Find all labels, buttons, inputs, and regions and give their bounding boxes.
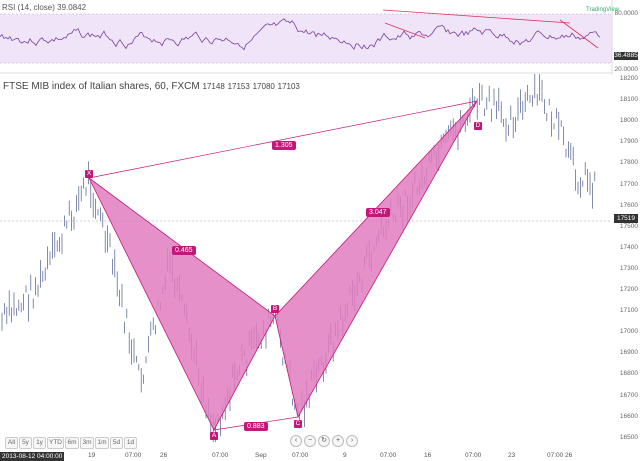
rsi-arrow-1 [384,22,426,39]
main-title: FTSE MIB index of Italian shares, 60, FX… [3,81,300,92]
ohlc-close: 17103 [277,82,300,91]
zoom-in-button[interactable]: + [332,435,344,447]
scroll-left-button[interactable]: ‹ [290,435,302,447]
current-date-badge: 2013-08-12 04:00:00 [0,452,65,461]
rsi-arrow-2 [559,19,599,49]
zoom-out-button[interactable]: − [304,435,316,447]
date-tick-label: Sep [255,452,267,459]
price-tick-label: 16500 [619,433,638,441]
date-tick-label: 07:00 [380,452,397,459]
price-tick-label: 17300 [619,264,638,272]
price-tick-label: 17700 [619,180,638,188]
rsi-value: 39.0842 [57,3,87,12]
price-tick-label: 18200 [619,75,638,82]
date-tick-label: 26 [160,452,168,459]
zoom-button-5d[interactable]: 5d [110,437,123,449]
point-b-label: B [271,305,279,313]
tradingview-logo: TradingView [586,7,620,13]
scroll-right-button[interactable]: › [346,435,358,447]
date-tick-label: 26 [565,452,573,459]
zoom-button-1y[interactable]: 1y [33,437,46,449]
price-tick-label: 16600 [619,412,638,420]
zoom-button-5y[interactable]: 5y [19,437,32,449]
date-tick-label: 07:00 [547,452,564,459]
rsi-panel [0,0,613,75]
rsi-trend-line [382,9,571,24]
rsi-line [0,18,601,51]
zoom-button-1d[interactable]: 1d [124,437,137,449]
pattern-triangle-xab [88,177,276,431]
zoom-button-ytd[interactable]: YTD [47,437,64,449]
zoom-button-3m[interactable]: 3m [80,437,94,449]
price-tick-label: 16900 [619,349,638,357]
date-tick-label: 07:00 [465,452,482,459]
zoom-button-1m[interactable]: 1m [95,437,109,449]
price-tick-label: 18100 [619,96,638,104]
date-tick-label: 23 [508,452,516,459]
zoom-button-all[interactable]: All [5,437,18,449]
zoom-button-6m[interactable]: 6m [65,437,79,449]
ohlc-high: 17153 [227,82,250,91]
rsi-title: RSI (14, close) 39.0842 [2,3,87,12]
xd-line [88,100,478,179]
rsi-band [0,14,612,63]
point-c-label: C [294,420,302,428]
point-x-label: X [85,170,93,178]
reset-button[interactable]: ↻ [318,435,330,447]
date-tick-label: 9 [343,452,347,459]
price-tick-label: 17600 [619,201,638,209]
point-a-label: A [210,432,218,440]
date-tick-label: 16 [424,452,432,459]
date-tick-label: 07:00 [292,452,309,459]
ratio-xd-badge: 1.305 [272,141,296,150]
price-tick-label: 17200 [619,286,638,293]
price-tick-label: 17400 [619,243,638,251]
current-price-badge: 17519 [614,214,638,223]
date-tick-label: 07:00 [125,452,142,459]
ohlc-open: 17148 [202,82,225,91]
rsi-current-badge: 36.4885 [614,52,638,60]
price-tick-label: 16700 [619,391,638,399]
price-tick-label: 18000 [619,117,638,125]
date-tick-label: 19 [88,452,96,459]
date-tick-label: 07:00 [212,452,229,459]
ohlc-low: 17080 [252,82,275,91]
price-tick-label: 17500 [619,222,638,230]
price-tick-label: 17100 [619,307,638,315]
rsi-level-lower: 20.0000 [614,66,639,73]
price-tick-label: 17800 [619,159,638,167]
ratio-xb-badge: 0.465 [172,246,196,255]
price-tick-label: 17900 [619,138,638,146]
price-tick-label: 17000 [619,328,638,336]
price-panel [0,74,612,443]
price-tick-label: 16800 [619,370,638,378]
point-d-label: D [474,122,482,130]
rsi-level-upper: 80.0000 [614,10,639,17]
ratio-bd-badge: 3.047 [366,208,390,217]
ratio-ac-badge: 0.883 [244,422,268,431]
pattern-triangle-bcd [274,100,478,419]
